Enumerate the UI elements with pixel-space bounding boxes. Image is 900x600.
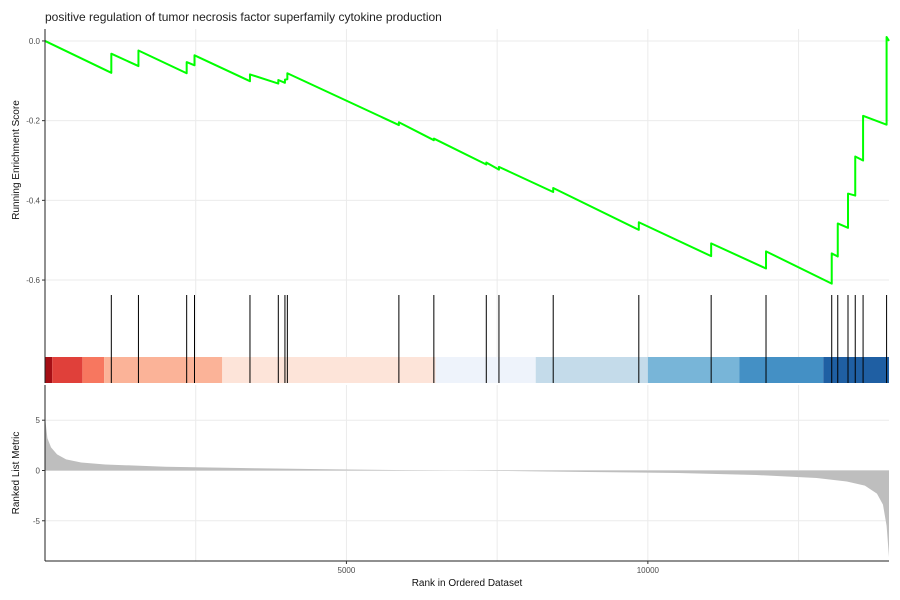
ranked-metric-area — [45, 417, 889, 557]
x-axis-title: Rank in Ordered Dataset — [412, 578, 523, 589]
heatmap-segment — [535, 357, 648, 383]
running-es-series — [44, 35, 890, 285]
heatmap-segment — [739, 357, 824, 383]
y-axis-title-metric: Ranked List Metric — [11, 432, 22, 515]
rank-heatmap — [45, 357, 889, 383]
y-tick-label-metric: -5 — [33, 517, 41, 526]
heatmap-segment — [435, 357, 536, 383]
gene-hit-lines — [110, 295, 888, 383]
x-tick-label: 10000 — [637, 566, 660, 575]
ranked-metric-fill — [45, 417, 889, 557]
heatmap-segment — [45, 357, 53, 383]
axis-lines — [44, 29, 889, 562]
y-tick-label-es: 0.0 — [29, 37, 41, 46]
y-axis-title-es: Running Enrichment Score — [11, 100, 22, 220]
heatmap-segment — [104, 357, 223, 383]
y-tick-label-metric: 0 — [36, 466, 41, 475]
y-tick-label-es: -0.2 — [26, 117, 40, 126]
y-tick-label-es: -0.4 — [26, 196, 40, 205]
y-tick-label-metric: 5 — [36, 416, 41, 425]
running-es-line — [44, 35, 890, 285]
heatmap-segment — [52, 357, 83, 383]
tick-labels: 0.0 -0.2 -0.4 -0.6 5 0 -5 5000 10000 — [26, 37, 659, 575]
chart-title: positive regulation of tumor necrosis fa… — [45, 10, 442, 24]
x-tick-label: 5000 — [338, 566, 356, 575]
y-tick-label-es: -0.6 — [26, 276, 40, 285]
heatmap-segment — [823, 357, 889, 383]
heatmap-segment — [222, 357, 436, 383]
heatmap-segment — [82, 357, 105, 383]
heatmap-segment — [647, 357, 740, 383]
enrichment-gridlines — [45, 29, 889, 292]
